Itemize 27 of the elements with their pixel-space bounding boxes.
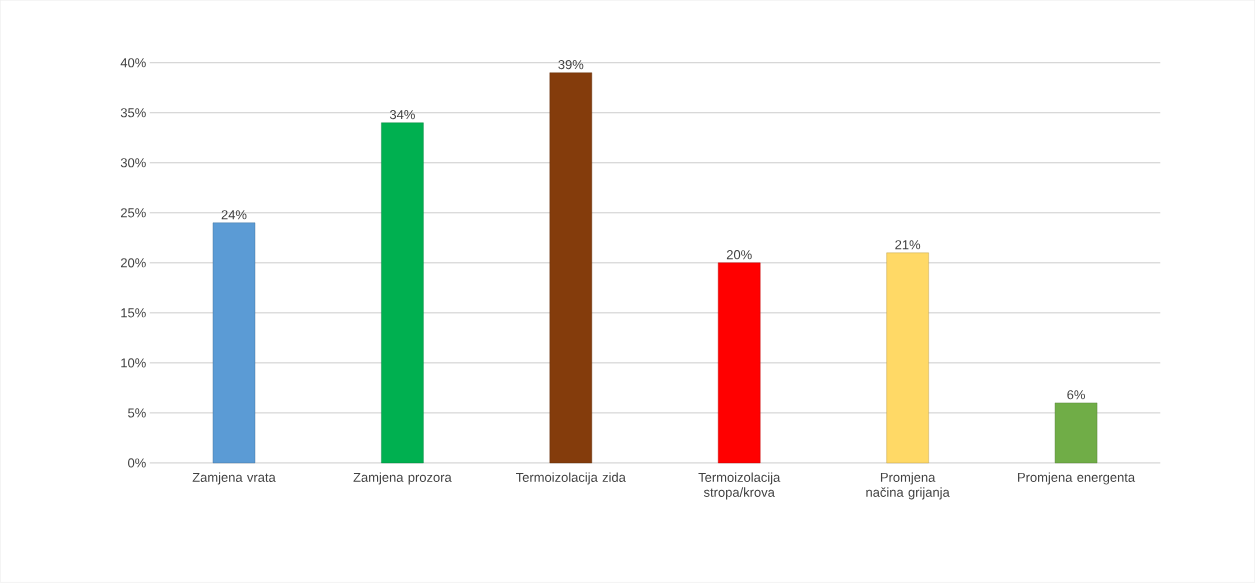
y-tick-label: 40% <box>120 58 146 68</box>
data-label: 20% <box>726 250 752 260</box>
bar <box>886 252 929 464</box>
y-tick-label: 15% <box>121 308 146 318</box>
data-label: 39% <box>558 60 584 70</box>
bar <box>381 122 424 464</box>
data-label: 24% <box>221 210 247 220</box>
x-tick-label: Promjena načina grijanja <box>866 472 950 500</box>
data-label: 34% <box>389 110 415 120</box>
data-label: 21% <box>895 240 921 250</box>
x-tick-label: Zamjena vrata <box>192 472 276 485</box>
y-tick-label: 0% <box>128 458 146 468</box>
y-tick-label: 25% <box>120 208 146 218</box>
x-tick-label: Zamjena prozora <box>353 472 452 485</box>
y-tick-label: 35% <box>120 108 146 118</box>
bar <box>1054 402 1098 464</box>
data-label: 6% <box>1067 390 1085 400</box>
bar <box>212 222 256 464</box>
x-tick-label: Termoizolacija stropa/krova <box>698 472 781 500</box>
y-tick-label: 10% <box>121 358 146 368</box>
y-tick-label: 30% <box>120 158 146 168</box>
y-tick-label: 20% <box>120 258 146 268</box>
x-tick-label: Termoizolacija zida <box>516 472 626 485</box>
x-tick-label: Promjena energenta <box>1018 472 1136 485</box>
y-tick-label: 5% <box>128 408 146 418</box>
bar <box>549 72 593 464</box>
bar <box>718 262 761 464</box>
